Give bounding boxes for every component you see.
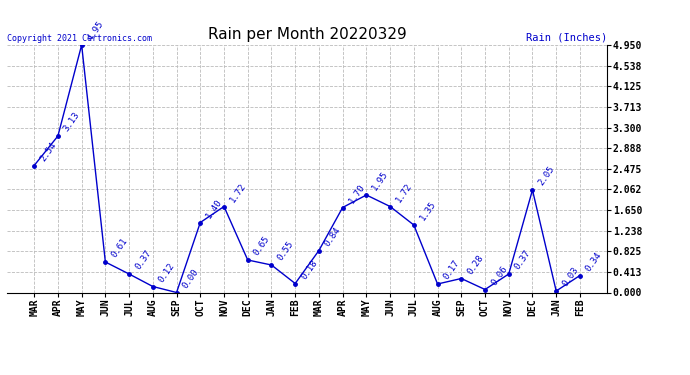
Text: 2.54: 2.54	[39, 140, 58, 163]
Text: 0.37: 0.37	[133, 249, 153, 271]
Text: 0.06: 0.06	[489, 264, 509, 287]
Text: 0.55: 0.55	[275, 240, 295, 262]
Text: 0.12: 0.12	[157, 261, 177, 284]
Text: 0.37: 0.37	[513, 249, 533, 271]
Text: 1.35: 1.35	[418, 200, 437, 222]
Text: 2.05: 2.05	[537, 165, 556, 187]
Text: 3.13: 3.13	[62, 111, 82, 133]
Text: 0.65: 0.65	[252, 234, 272, 257]
Text: 0.17: 0.17	[442, 258, 462, 281]
Text: 1.70: 1.70	[347, 182, 366, 205]
Text: 1.72: 1.72	[228, 181, 248, 204]
Text: Copyright 2021 Certronics.com: Copyright 2021 Certronics.com	[7, 33, 152, 42]
Text: 0.34: 0.34	[584, 250, 604, 273]
Text: 0.03: 0.03	[560, 266, 580, 288]
Text: Rain (Inches): Rain (Inches)	[526, 33, 607, 42]
Text: 4.95: 4.95	[86, 20, 106, 42]
Text: 1.95: 1.95	[371, 170, 391, 192]
Text: 1.72: 1.72	[394, 181, 414, 204]
Title: Rain per Month 20220329: Rain per Month 20220329	[208, 27, 406, 42]
Text: 0.84: 0.84	[323, 225, 343, 248]
Text: 1.40: 1.40	[204, 197, 224, 220]
Text: 0.28: 0.28	[466, 253, 485, 276]
Text: 0.61: 0.61	[110, 237, 129, 259]
Text: 0.18: 0.18	[299, 258, 319, 281]
Text: 0.00: 0.00	[181, 267, 200, 290]
